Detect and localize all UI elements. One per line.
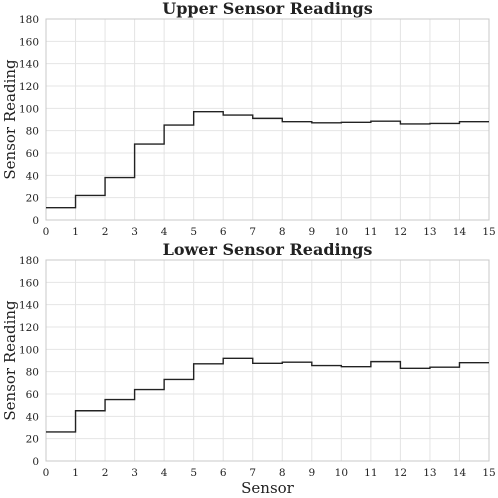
x-tick-label: 2 xyxy=(102,226,109,238)
y-tick-label: 120 xyxy=(19,81,39,93)
chart-panel-1: 0 1 2 3 4 5 6 7 8 9 10 11 12 13 14 15020406080100120140… xyxy=(1,0,496,238)
plot-frame xyxy=(45,259,490,462)
x-tick-label: 9 xyxy=(308,467,315,479)
y-tick-label: 40 xyxy=(26,170,39,182)
x-tick-label: 1 xyxy=(72,226,79,238)
x-tick-label: 7 xyxy=(249,467,256,479)
x-tick-label: 4 xyxy=(161,467,168,479)
x-tick-label: 15 xyxy=(482,226,495,238)
x-tick-label: 12 xyxy=(394,226,407,238)
y-tick-label: 60 xyxy=(26,389,39,401)
y-tick-label: 160 xyxy=(19,277,39,289)
x-tick-label: 9 xyxy=(308,226,315,238)
y-tick-label: 80 xyxy=(26,126,39,138)
y-tick-label: 120 xyxy=(19,322,39,334)
x-tick-label: 8 xyxy=(279,467,286,479)
y-tick-label: 180 xyxy=(19,14,39,26)
chart-panel-2: 0 1 2 3 4 5 6 7 8 9 10 11 12 13 14 15020406080100120140… xyxy=(1,240,496,497)
y-tick-label: 0 xyxy=(32,456,39,468)
y-tick-label: 180 xyxy=(19,255,39,267)
chart-title: Lower Sensor Readings xyxy=(163,240,373,259)
x-tick-label: 3 xyxy=(131,226,138,238)
y-tick-label: 0 xyxy=(32,215,39,227)
x-tick-label: 6 xyxy=(220,226,227,238)
x-tick-label: 10 xyxy=(335,467,348,479)
y-tick-label: 140 xyxy=(19,59,39,71)
x-tick-label: 2 xyxy=(102,467,109,479)
y-axis-label: Sensor Reading xyxy=(1,300,19,421)
y-tick-label: 20 xyxy=(26,434,39,446)
x-tick-label: 0 xyxy=(43,467,50,479)
y-axis-label: Sensor Reading xyxy=(1,59,19,180)
x-tick-label: 5 xyxy=(190,467,197,479)
y-tick-label: 100 xyxy=(19,103,39,115)
chart-title: Upper Sensor Readings xyxy=(162,0,373,18)
x-tick-label: 1 xyxy=(72,467,79,479)
x-tick-label: 13 xyxy=(423,226,436,238)
step-series-line xyxy=(46,110,489,209)
x-tick-label: 5 xyxy=(190,226,197,238)
x-tick-label: 13 xyxy=(423,467,436,479)
x-tick-label: 0 xyxy=(43,226,50,238)
y-tick-label: 140 xyxy=(19,300,39,312)
x-tick-label: 11 xyxy=(364,226,377,238)
y-tick-label: 100 xyxy=(19,344,39,356)
y-tick-label: 60 xyxy=(26,148,39,160)
y-tick-label: 40 xyxy=(26,411,39,423)
plot-frame xyxy=(45,18,490,221)
x-tick-label: 8 xyxy=(279,226,286,238)
x-tick-label: 4 xyxy=(161,226,168,238)
y-tick-label: 160 xyxy=(19,36,39,48)
y-tick-label: 20 xyxy=(26,193,39,205)
x-tick-label: 15 xyxy=(482,467,495,479)
x-tick-label: 10 xyxy=(335,226,348,238)
x-tick-label: 6 xyxy=(220,467,227,479)
x-tick-label: 12 xyxy=(394,467,407,479)
y-tick-label: 80 xyxy=(26,367,39,379)
x-tick-label: 11 xyxy=(364,467,377,479)
x-tick-label: 14 xyxy=(453,467,467,479)
x-axis-label: Sensor xyxy=(241,479,295,497)
x-tick-label: 7 xyxy=(249,226,256,238)
x-tick-label: 3 xyxy=(131,467,138,479)
step-series-line xyxy=(46,357,489,433)
x-tick-label: 14 xyxy=(453,226,467,238)
